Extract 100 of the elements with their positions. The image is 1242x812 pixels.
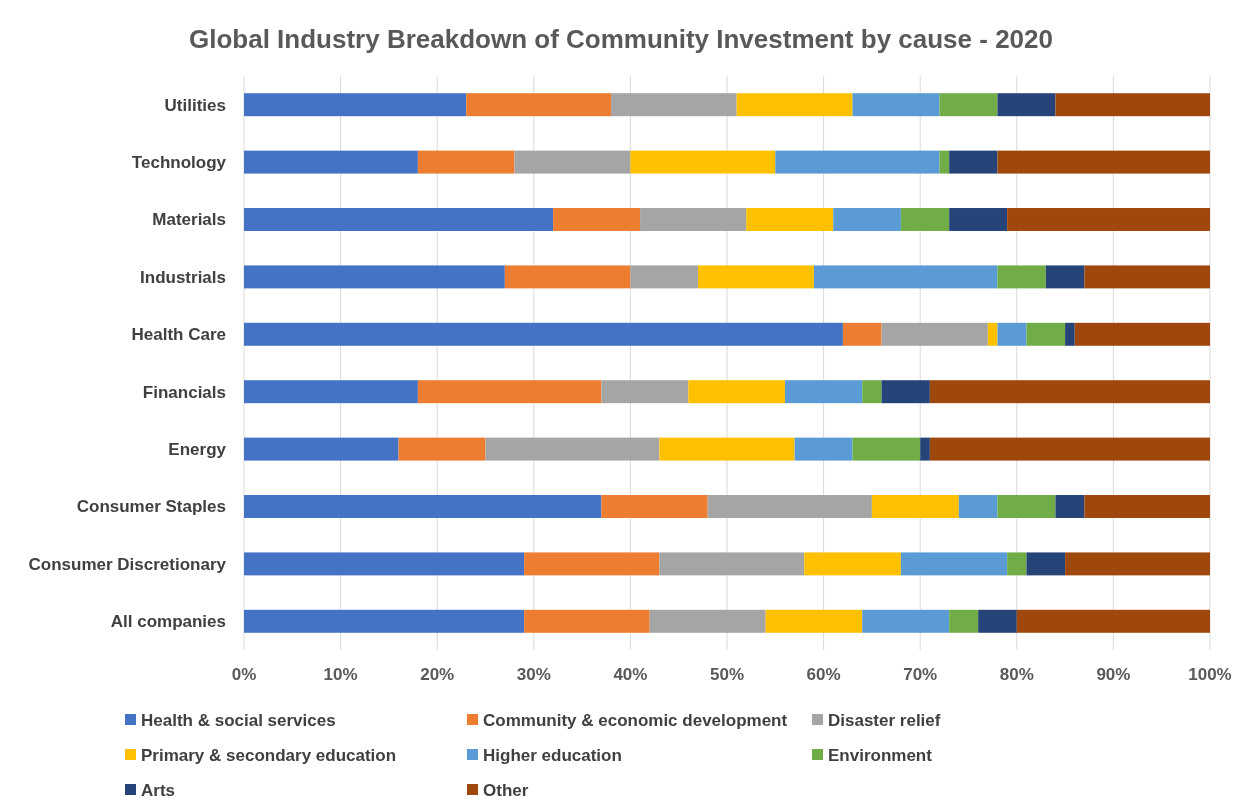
bar [1016, 609, 1210, 633]
bar [997, 495, 1056, 518]
bar [244, 380, 418, 404]
bar [514, 150, 631, 174]
bar [1065, 552, 1210, 576]
x-tick-label: 70% [903, 665, 938, 684]
bar [524, 609, 650, 633]
bar [833, 208, 901, 231]
bar [1026, 322, 1066, 346]
bar [707, 495, 872, 518]
y-tick-label: Financials [142, 382, 226, 402]
bar [601, 495, 708, 518]
bar [417, 150, 515, 174]
bar [920, 437, 930, 461]
bar [784, 380, 863, 404]
legend-label: Community & economic development [483, 710, 788, 730]
bar [524, 552, 660, 576]
y-tick-label: Materials [152, 210, 226, 230]
bar [640, 208, 747, 231]
bar [1084, 495, 1210, 518]
bar [813, 265, 998, 289]
bar [244, 437, 399, 461]
bar [630, 265, 699, 289]
bar [1055, 495, 1085, 518]
bar [485, 437, 660, 461]
bar [862, 380, 882, 404]
legend-label: Health & social services [141, 710, 336, 730]
legend-label: Disaster relief [828, 710, 941, 730]
bar [1007, 552, 1027, 576]
bar [794, 437, 853, 461]
bar [504, 265, 631, 289]
bar [852, 93, 940, 117]
bar [997, 322, 1027, 346]
bar [978, 609, 1017, 633]
bar [417, 380, 602, 404]
bar [659, 437, 795, 461]
bar [1007, 208, 1210, 231]
y-tick-label: Technology [131, 153, 227, 173]
x-tick-label: 100% [1188, 665, 1232, 684]
bar [997, 265, 1046, 289]
bar [804, 552, 901, 576]
bar [997, 93, 1056, 117]
legend-label: Primary & secondary education [141, 745, 397, 765]
bar [688, 380, 785, 404]
bar [244, 495, 602, 518]
bar [842, 322, 882, 346]
bar [939, 93, 998, 117]
bar [244, 552, 525, 576]
bar [949, 609, 979, 633]
bar [929, 380, 1210, 404]
bar [1045, 265, 1085, 289]
bar [949, 150, 998, 174]
bar [862, 609, 950, 633]
bar [601, 380, 689, 404]
x-tick-label: 40% [613, 665, 648, 684]
bar [244, 93, 467, 117]
bar [939, 150, 950, 174]
bar [1074, 322, 1210, 346]
y-tick-label: Consumer Staples [76, 497, 226, 517]
bar [958, 495, 998, 518]
bar [881, 322, 988, 346]
bar [949, 208, 1008, 231]
x-tick-label: 30% [516, 665, 551, 684]
bar [871, 495, 959, 518]
bar [244, 609, 525, 633]
bar [1084, 265, 1210, 289]
y-tick-label: Industrials [140, 267, 226, 287]
bar [659, 552, 805, 576]
bar [398, 437, 486, 461]
chart-title: Global Industry Breakdown of Community Investment by cause - 2020 [189, 24, 1053, 54]
bar [244, 150, 418, 174]
y-tick-label: Consumer Discretionary [28, 554, 227, 574]
bar [852, 437, 921, 461]
y-tick-label: Energy [168, 440, 227, 460]
legend-label: Other [483, 780, 529, 800]
bar [987, 322, 998, 346]
legend-label: Environment [828, 745, 933, 765]
bar [698, 265, 814, 289]
bar [1065, 322, 1075, 346]
bar [244, 265, 505, 289]
bar [997, 150, 1210, 174]
bar [929, 437, 1210, 461]
bar [649, 609, 766, 633]
bar [466, 93, 612, 117]
x-tick-label: 80% [999, 665, 1034, 684]
bar [775, 150, 940, 174]
legend-label: Arts [141, 780, 176, 800]
bar [1055, 93, 1210, 117]
x-tick-label: 50% [709, 665, 745, 684]
bar [900, 552, 1008, 576]
y-tick-label: Utilities [164, 95, 226, 115]
bar [244, 208, 554, 231]
bar [881, 380, 930, 404]
bar [900, 208, 950, 231]
y-tick-label: All companies [110, 612, 226, 632]
x-tick-label: 0% [231, 665, 257, 684]
bar [765, 609, 863, 633]
bar [746, 208, 834, 231]
x-tick-label: 10% [323, 665, 358, 684]
x-tick-label: 90% [1096, 665, 1131, 684]
